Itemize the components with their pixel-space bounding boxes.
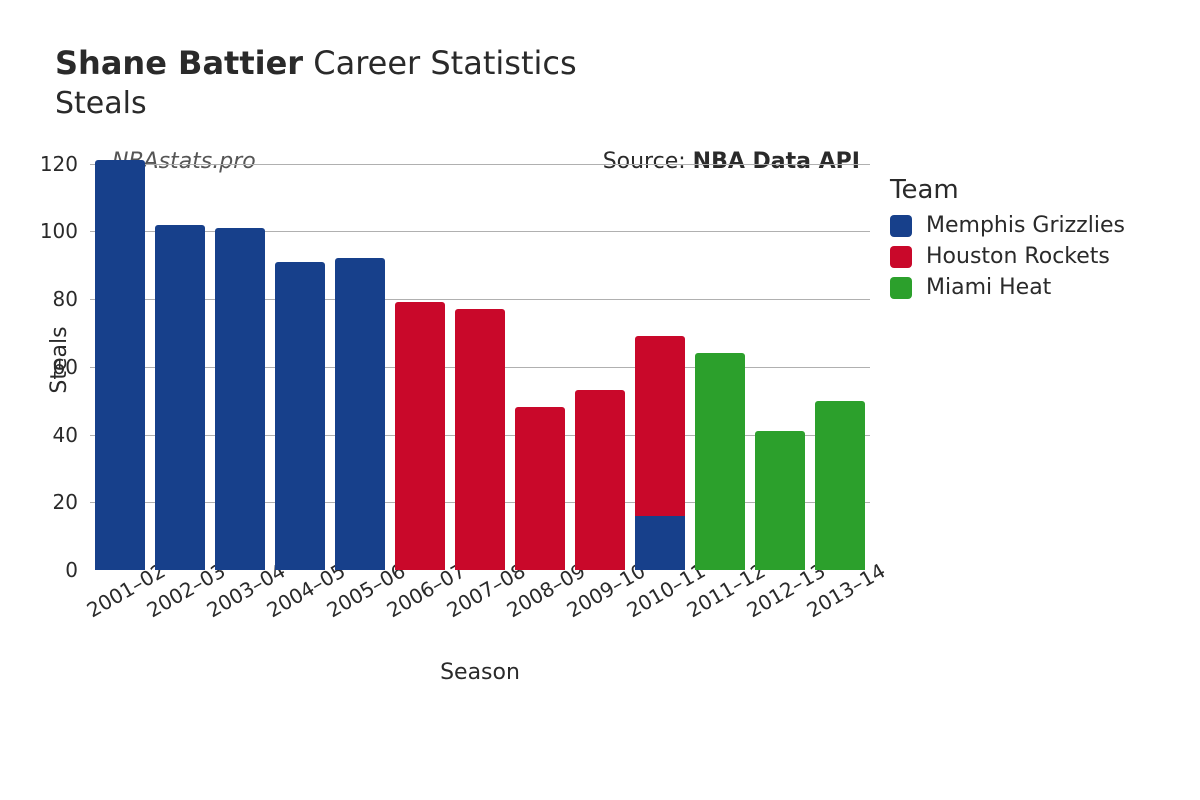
legend-swatch (890, 277, 912, 299)
title-area: Shane Battier Career Statistics Steals (55, 44, 577, 121)
y-tick-label: 100 (40, 219, 78, 243)
legend: Team Memphis Grizzlies Houston Rockets Mia… (890, 175, 1125, 306)
legend-item: Houston Rockets (890, 244, 1125, 269)
legend-item: Miami Heat (890, 275, 1125, 300)
bar-segment (635, 516, 684, 570)
bar-segment (215, 228, 264, 570)
bar-segment (395, 302, 444, 570)
chart-title: Shane Battier Career Statistics (55, 44, 577, 82)
bar-segment (335, 258, 384, 570)
gridline (90, 164, 870, 165)
legend-swatch (890, 246, 912, 268)
plot-area: 0204060801001202001–022002–032003–042004… (90, 150, 870, 570)
y-tick-label: 40 (53, 423, 78, 447)
bar-segment (515, 407, 564, 570)
legend-swatch (890, 215, 912, 237)
bar-segment (755, 431, 804, 570)
y-tick-label: 120 (40, 152, 78, 176)
bar-segment (155, 225, 204, 570)
gridline (90, 231, 870, 232)
legend-item: Memphis Grizzlies (890, 213, 1125, 238)
stat-name: Steals (55, 86, 577, 121)
gridline (90, 299, 870, 300)
y-tick-label: 60 (53, 355, 78, 379)
y-tick-label: 80 (53, 287, 78, 311)
bar-segment (575, 390, 624, 570)
chart-container: Shane Battier Career Statistics Steals N… (0, 0, 1200, 800)
legend-label: Houston Rockets (926, 244, 1110, 269)
bar-segment (635, 336, 684, 516)
bar-segment (455, 309, 504, 570)
legend-label: Memphis Grizzlies (926, 213, 1125, 238)
legend-title: Team (890, 175, 1125, 205)
bar-segment (815, 401, 864, 570)
career-text: Career Statistics (303, 44, 577, 82)
legend-label: Miami Heat (926, 275, 1051, 300)
y-tick-label: 20 (53, 490, 78, 514)
bar-segment (695, 353, 744, 570)
bar-segment (275, 262, 324, 570)
x-axis-label: Season (90, 660, 870, 685)
bar-segment (95, 160, 144, 570)
y-tick-label: 0 (65, 558, 78, 582)
player-name: Shane Battier (55, 44, 303, 82)
